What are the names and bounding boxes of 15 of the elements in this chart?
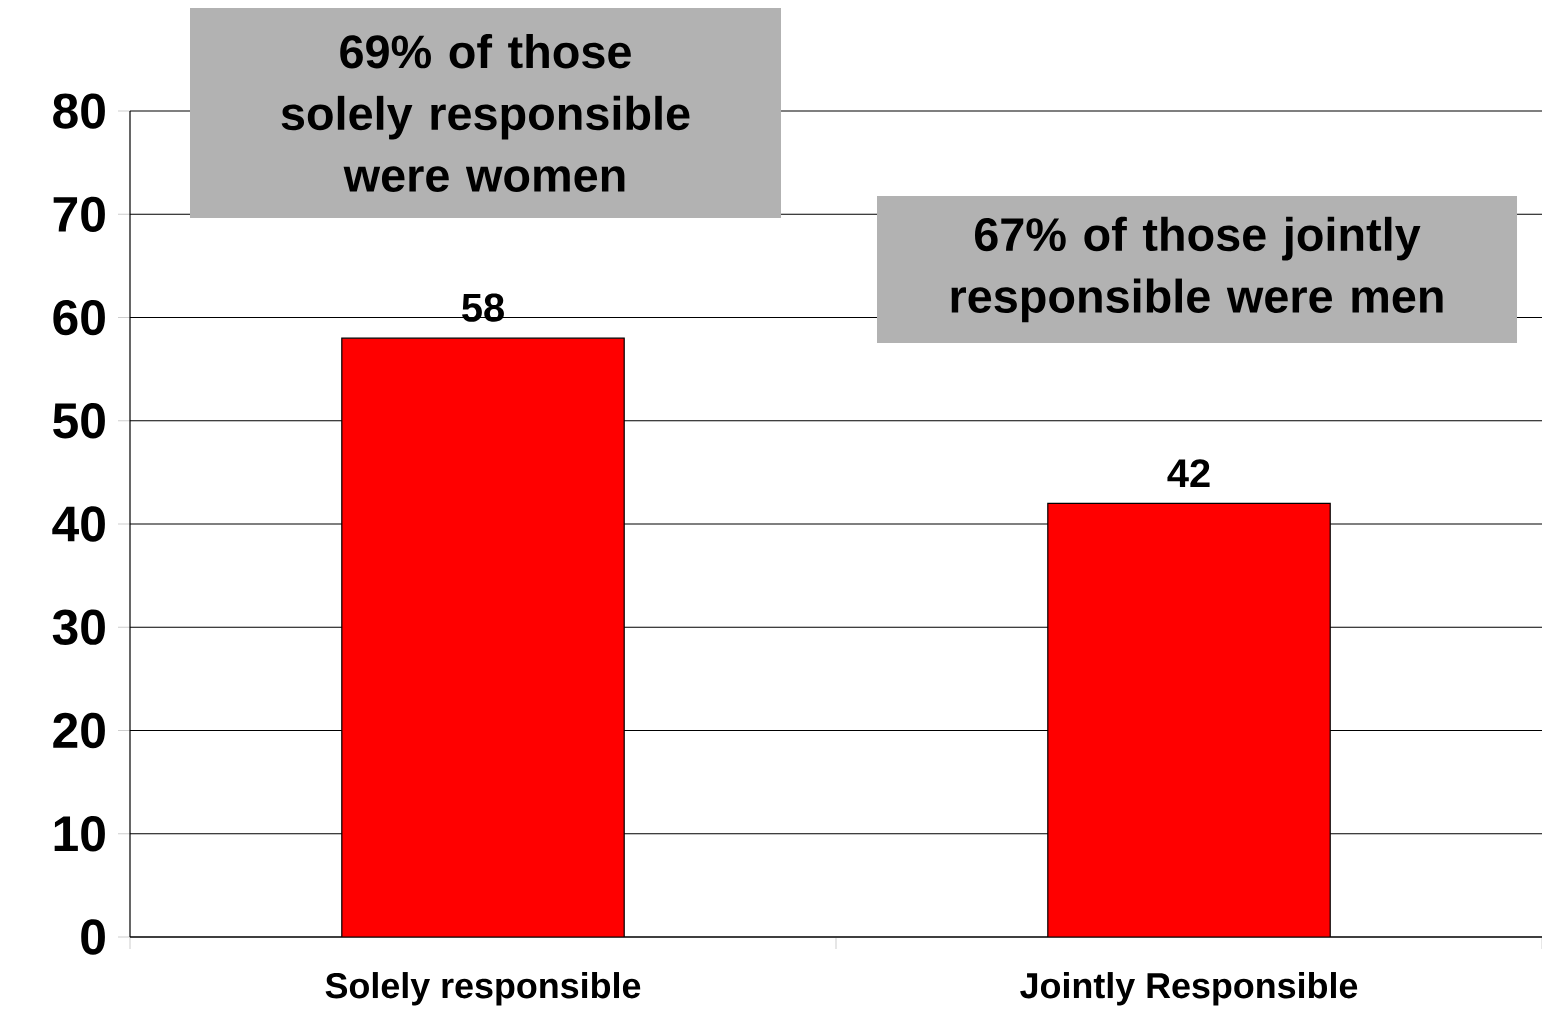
y-tick-label: 10 xyxy=(54,816,105,852)
y-tick-label: 70 xyxy=(53,196,105,232)
y-tick-label: 50 xyxy=(53,403,105,439)
x-tick-label: Jointly Responsible xyxy=(1020,972,1358,1006)
data-label: 58 xyxy=(462,293,504,322)
y-tick-label: 30 xyxy=(52,609,105,645)
annotation: 69% of those solely responsible were women xyxy=(281,34,690,192)
y-tick-label: 40 xyxy=(52,506,105,542)
y-tick-label: 20 xyxy=(53,712,105,749)
data-label: 42 xyxy=(1167,459,1210,487)
y-tick-label: 0 xyxy=(81,919,105,955)
x-tick-label: Solely responsible xyxy=(325,972,641,1006)
y-tick-label: 60 xyxy=(53,299,105,336)
y-tick-label: 80 xyxy=(53,93,105,129)
annotation: 67% of those jointly responsible were men xyxy=(951,216,1443,323)
